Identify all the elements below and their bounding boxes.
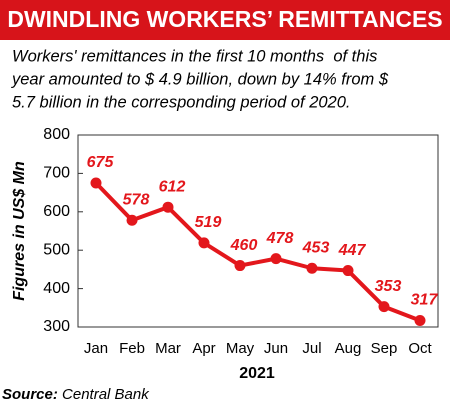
source-text: Central Bank [62, 386, 150, 403]
y-tick-label: 400 [43, 280, 70, 297]
data-label: 578 [123, 191, 150, 208]
subtitle-line: Workers' remittances in the first 10 mon… [12, 47, 377, 65]
data-label: 675 [87, 154, 115, 171]
x-tick-label: Aug [335, 340, 362, 357]
point [414, 314, 426, 326]
source-label: Source: [2, 386, 58, 403]
subtitle-line: year amounted to $ 4.9 billion, down by … [11, 70, 389, 88]
x-tick-label: Oct [408, 340, 432, 357]
x-tick-label: Jul [302, 340, 321, 357]
y-tick-label: 500 [43, 241, 70, 258]
point [306, 262, 318, 274]
x-tick-label: May [226, 340, 255, 357]
point [162, 201, 174, 213]
title-banner [0, 0, 450, 40]
y-tick-label: 800 [43, 126, 70, 143]
point [90, 177, 102, 189]
x-tick-label: Feb [119, 340, 145, 357]
y-axis-label: Figures in US$ Mn [11, 161, 28, 301]
data-label: 353 [375, 278, 402, 295]
source: Source: Central Bank [2, 386, 150, 403]
x-axis-label: 2021 [239, 365, 275, 382]
point [342, 265, 354, 277]
data-label: 612 [159, 178, 186, 195]
line [94, 181, 421, 323]
data-label: 460 [230, 237, 258, 254]
point [126, 214, 138, 226]
plot-frame [77, 134, 439, 328]
x-tick-label: Jan [84, 340, 108, 357]
data-label: 317 [411, 292, 439, 309]
data-label: 519 [195, 214, 222, 231]
x-tick-label: Sep [371, 340, 398, 357]
chart-title: DWINDLING WORKERS’ REMITTANCES [7, 6, 442, 32]
data-label: 478 [266, 230, 294, 247]
point [234, 260, 246, 272]
point [198, 237, 210, 249]
y-tick-label: 300 [43, 318, 70, 335]
point [270, 253, 282, 265]
x-tick-label: Mar [155, 340, 181, 357]
subtitle-line: 5.7 billion in the corresponding period … [12, 93, 350, 111]
x-tick-label: Apr [192, 340, 215, 357]
data-label: 453 [302, 239, 330, 256]
y-tick-label: 600 [43, 203, 70, 220]
data-label: 447 [338, 242, 367, 259]
point [378, 301, 390, 313]
y-tick-label: 700 [43, 165, 70, 182]
x-tick-label: Jun [264, 340, 288, 357]
